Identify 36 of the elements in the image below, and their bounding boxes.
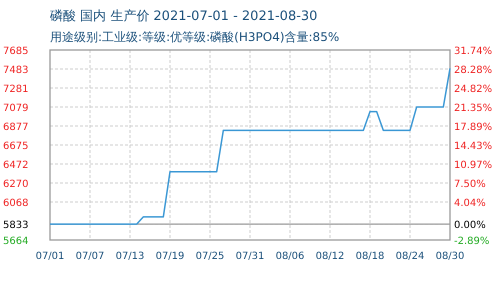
y2-tick-label: 28.28% xyxy=(454,64,492,76)
y-tick-label: 7483 xyxy=(3,64,28,76)
y-tick-label: 7685 xyxy=(3,46,28,57)
x-tick-label: 08/24 xyxy=(396,251,424,262)
y2-tick-label: 31.74% xyxy=(454,46,492,57)
y2-tick-label: 10.97% xyxy=(454,160,492,171)
y-tick-label: 7281 xyxy=(3,84,28,95)
y-tick-label: 6472 xyxy=(3,160,28,172)
y2-tick-label: 4.04% xyxy=(454,198,486,209)
y2-tick-label: -2.89% xyxy=(454,236,490,247)
y-tick-label: 6270 xyxy=(3,179,28,190)
y-tick-label: 6068 xyxy=(3,198,28,210)
y-tick-label: 7079 xyxy=(3,102,28,114)
x-tick-label: 08/12 xyxy=(316,251,344,262)
x-tick-label: 07/31 xyxy=(236,251,264,262)
x-tick-label: 07/01 xyxy=(36,251,64,262)
y2-tick-label: 0.00% xyxy=(454,220,486,232)
y2-tick-label: 24.82% xyxy=(454,84,492,95)
y-tick-label: 5664 xyxy=(3,236,28,247)
chart-subtitle: 用途级别:工业级:等级:优等级:磷酸(H3PO4)含量:85% xyxy=(50,30,340,44)
x-tick-label: 07/07 xyxy=(76,251,104,262)
y-tick-label: 6675 xyxy=(3,140,28,152)
x-tick-label: 07/19 xyxy=(156,251,184,262)
chart-title: 磷酸 国内 生产价 2021-07-01 - 2021-08-30 xyxy=(49,9,318,24)
x-tick-label: 08/18 xyxy=(356,251,384,262)
y2-tick-label: 17.89% xyxy=(454,122,492,133)
line-series xyxy=(49,68,451,225)
x-tick-label: 07/25 xyxy=(196,251,224,262)
x-tick-label: 08/30 xyxy=(436,251,464,262)
x-tick-label: 07/13 xyxy=(116,251,144,262)
y2-tick-label: 7.50% xyxy=(454,178,486,190)
y2-tick-label: 14.43% xyxy=(454,140,492,152)
y-tick-label: 5833 xyxy=(3,220,28,232)
y2-tick-label: 21.35% xyxy=(454,103,492,114)
x-tick-label: 08/06 xyxy=(276,251,304,262)
y-tick-label: 6877 xyxy=(3,122,28,133)
